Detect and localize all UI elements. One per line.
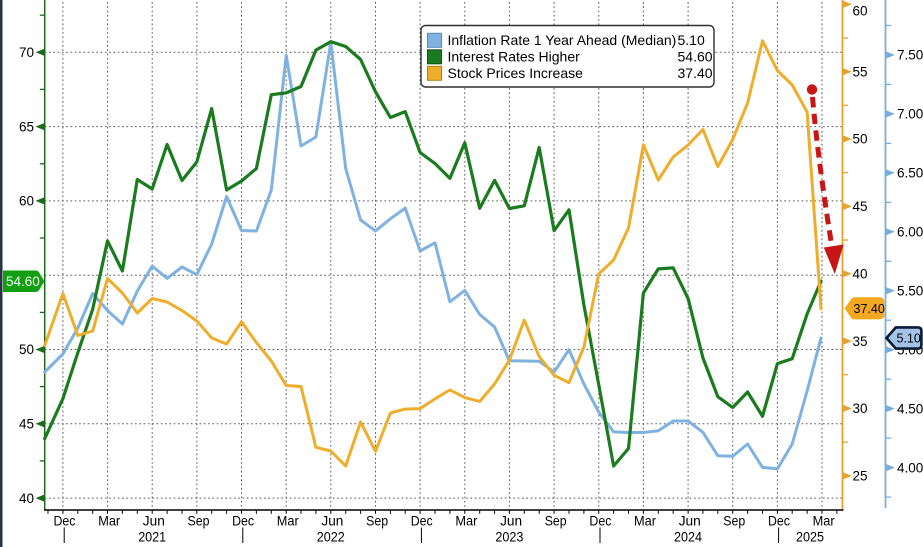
svg-text:25: 25 xyxy=(853,469,868,484)
svg-text:2023: 2023 xyxy=(495,529,523,545)
svg-text:Jun: Jun xyxy=(321,512,343,528)
svg-text:Jun: Jun xyxy=(143,512,165,528)
svg-text:30: 30 xyxy=(853,401,868,416)
svg-text:2025: 2025 xyxy=(796,529,824,545)
svg-text:Dec: Dec xyxy=(232,512,254,528)
svg-text:Stock Prices Increase: Stock Prices Increase xyxy=(448,65,584,81)
svg-text:4.00: 4.00 xyxy=(897,460,923,475)
svg-text:Sep: Sep xyxy=(366,512,388,528)
svg-text:Dec: Dec xyxy=(54,512,76,528)
svg-text:55: 55 xyxy=(853,64,868,79)
svg-text:37.40: 37.40 xyxy=(854,302,885,316)
svg-text:50: 50 xyxy=(19,342,34,357)
svg-text:2022: 2022 xyxy=(317,529,345,545)
svg-text:54.60: 54.60 xyxy=(6,274,40,289)
svg-text:50: 50 xyxy=(853,132,868,147)
svg-text:6.00: 6.00 xyxy=(897,225,923,240)
svg-text:40: 40 xyxy=(19,491,34,506)
svg-text:Mar: Mar xyxy=(455,512,477,528)
svg-text:Dec: Dec xyxy=(589,512,611,528)
svg-text:2024: 2024 xyxy=(674,529,702,545)
svg-text:5.10: 5.10 xyxy=(678,32,705,48)
svg-text:70: 70 xyxy=(19,45,34,60)
svg-text:6.50: 6.50 xyxy=(897,166,923,181)
svg-text:65: 65 xyxy=(19,119,34,134)
svg-text:4.50: 4.50 xyxy=(897,401,923,416)
svg-text:5.50: 5.50 xyxy=(897,283,923,298)
svg-text:60: 60 xyxy=(853,4,868,19)
svg-text:Dec: Dec xyxy=(768,512,790,528)
svg-text:Interest Rates Higher: Interest Rates Higher xyxy=(448,49,581,65)
svg-text:54.60: 54.60 xyxy=(678,49,713,65)
svg-text:35: 35 xyxy=(853,334,868,349)
svg-text:40: 40 xyxy=(853,266,868,281)
svg-text:45: 45 xyxy=(19,417,34,432)
svg-text:Mar: Mar xyxy=(98,512,120,528)
svg-text:45: 45 xyxy=(853,199,868,214)
svg-text:60: 60 xyxy=(19,194,34,209)
svg-text:Sep: Sep xyxy=(545,512,567,528)
svg-text:7.50: 7.50 xyxy=(897,48,923,63)
svg-text:Mar: Mar xyxy=(277,512,299,528)
svg-text:Sep: Sep xyxy=(188,512,210,528)
svg-text:37.40: 37.40 xyxy=(678,65,713,81)
svg-text:Sep: Sep xyxy=(723,512,745,528)
svg-text:7.00: 7.00 xyxy=(897,107,923,122)
svg-text:Jun: Jun xyxy=(679,512,701,528)
svg-text:Jun: Jun xyxy=(500,512,522,528)
svg-text:5.10: 5.10 xyxy=(897,331,921,345)
svg-text:Mar: Mar xyxy=(813,512,835,528)
svg-text:Inflation Rate 1 Year Ahead (M: Inflation Rate 1 Year Ahead (Median) xyxy=(448,32,677,48)
svg-text:Mar: Mar xyxy=(634,512,656,528)
svg-text:Dec: Dec xyxy=(411,512,433,528)
svg-text:2021: 2021 xyxy=(138,529,166,545)
